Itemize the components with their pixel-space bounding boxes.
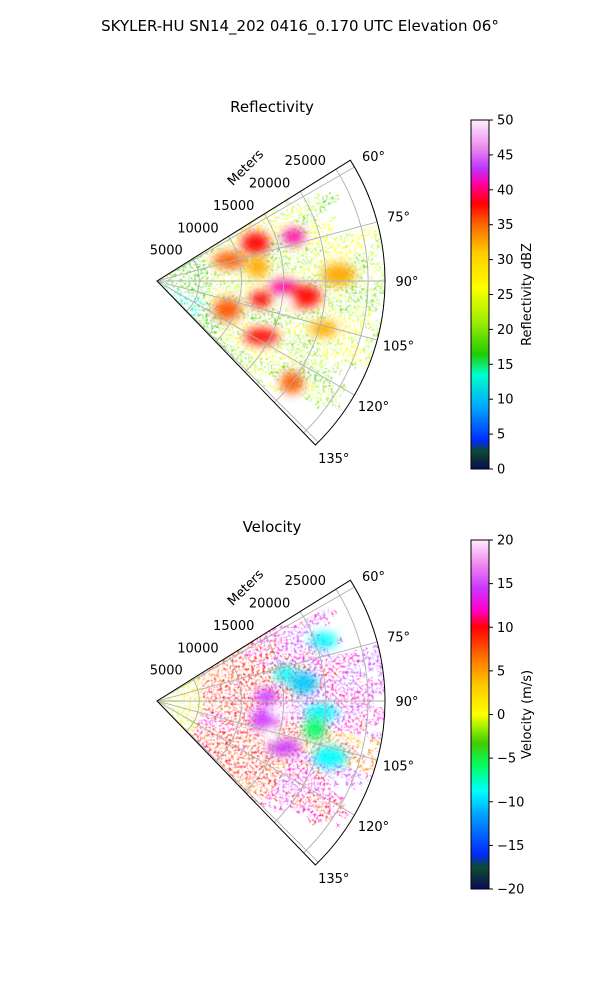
- azimuth-spoke: [156, 700, 355, 816]
- colorbar-label: Reflectivity dBZ: [520, 243, 535, 346]
- azimuth-spoke: [156, 280, 319, 443]
- radar-cell: [213, 252, 248, 269]
- polar-grid: [156, 166, 385, 443]
- colorbar-scale: [470, 539, 490, 890]
- radar-field: [158, 191, 386, 410]
- azimuth-tick-label: 75°: [387, 630, 410, 645]
- colorbar-tick-label: 20: [497, 323, 514, 338]
- radar-cell: [246, 255, 269, 278]
- azimuth-tick-label: 135°: [318, 452, 349, 467]
- colorbar-tick-label: −10: [497, 795, 524, 810]
- range-tick-label: 25000: [285, 574, 326, 589]
- colorbar-tick-label: 25: [497, 288, 514, 303]
- radar-cell: [255, 689, 278, 706]
- radar-cell: [304, 717, 327, 740]
- range-tick-label: 10000: [177, 641, 218, 656]
- figure-title: SKYLER-HU SN14_202 0416_0.170 UTC Elevat…: [101, 17, 499, 36]
- reflectivity-colorbar: 0 5 10 15 20 25 30 35 40 45 50 Reflectivity dBZ: [470, 114, 535, 478]
- azimuth-spoke: [156, 280, 378, 341]
- colorbar-tick-label: 40: [497, 183, 514, 198]
- radar-cell: [304, 704, 339, 721]
- range-ring: [244, 213, 285, 373]
- reflectivity-panel: Reflectivity 60° 75° 90° 105° 120° 135° 5000 10…: [150, 98, 419, 467]
- range-tick-label: 20000: [249, 597, 290, 612]
- range-ring: [303, 588, 369, 854]
- colorbar-label: Velocity (m/s): [520, 670, 535, 759]
- colorbar-tick-label: −20: [497, 883, 524, 898]
- range-tick-label: 25000: [285, 154, 326, 169]
- colorbar-tick-label: 0: [497, 708, 505, 723]
- azimuth-spoke: [156, 641, 378, 702]
- colorbar-tick-label: 30: [497, 253, 514, 268]
- radar-cell: [282, 228, 305, 245]
- colorbar-tick-label: 5: [497, 664, 505, 679]
- azimuth-tick-label: 60°: [362, 150, 385, 165]
- azimuth-spoke: [156, 280, 355, 396]
- range-tick-label: 10000: [177, 221, 218, 236]
- radar-cell: [309, 632, 338, 649]
- azimuth-tick-label: 75°: [387, 210, 410, 225]
- azimuth-tick-label: 60°: [362, 570, 385, 585]
- colorbar-scale: [470, 119, 490, 470]
- colorbar-tick-label: 15: [497, 577, 514, 592]
- velocity-title: Velocity: [243, 518, 302, 536]
- azimuth-tick-label: 90°: [395, 275, 418, 290]
- colorbar-tick-label: 20: [497, 534, 514, 549]
- azimuth-tick-label: 90°: [395, 695, 418, 710]
- range-ring: [244, 633, 285, 793]
- colorbar-tick-label: 10: [497, 393, 514, 408]
- range-tick-label: 20000: [249, 177, 290, 192]
- velocity-colorbar: −20 −15 −10 −5 0 5 10 15 20 Velocity (m/s): [470, 534, 535, 898]
- colorbar-tick-label: 50: [497, 114, 514, 129]
- colorbar-tick-label: 10: [497, 621, 514, 636]
- sector-frame: [156, 159, 386, 446]
- range-ring: [186, 258, 200, 312]
- radar-cell: [249, 291, 272, 308]
- range-ring: [274, 611, 327, 823]
- colorbar-tick-label: −5: [497, 752, 516, 767]
- radar-cell: [289, 671, 318, 694]
- colorbar-tick-label: 0: [497, 463, 505, 478]
- colorbar-tick-label: 35: [497, 218, 514, 233]
- azimuth-spoke: [156, 221, 378, 282]
- range-tick-label: 15000: [213, 619, 254, 634]
- range-ring: [215, 236, 242, 343]
- azimuth-tick-label: 105°: [383, 760, 414, 775]
- colorbar-tick-label: 5: [497, 428, 505, 443]
- range-tick-label: 5000: [150, 664, 183, 679]
- colorbar-tick-label: 45: [497, 148, 514, 163]
- radar-cell: [213, 298, 242, 321]
- azimuth-spoke: [156, 166, 355, 282]
- radar-cell: [266, 739, 301, 756]
- range-tick-label: 15000: [213, 199, 254, 214]
- no-data-gap: [275, 294, 298, 309]
- azimuth-tick-label: 105°: [383, 340, 414, 355]
- range-ring: [274, 191, 327, 403]
- colorbar-tick-label: −15: [497, 839, 524, 854]
- azimuth-tick-label: 135°: [318, 872, 349, 887]
- azimuth-tick-label: 120°: [358, 400, 389, 415]
- velocity-panel: Velocity 60° 75° 90° 105° 120° 135° 5000 10000 1…: [150, 518, 419, 887]
- range-ring: [186, 678, 200, 732]
- radar-cell: [312, 746, 347, 769]
- azimuth-spoke: [156, 700, 378, 761]
- range-ring: [215, 656, 242, 763]
- radar-field: [158, 606, 386, 830]
- radar-cell: [241, 232, 270, 255]
- range-tick-label: 5000: [150, 244, 183, 259]
- radar-cell: [244, 328, 279, 345]
- azimuth-spoke: [156, 586, 355, 702]
- polar-grid: [156, 586, 385, 863]
- colorbar-tick-label: 15: [497, 358, 514, 373]
- radar-cell: [309, 320, 338, 337]
- sector-frame: [156, 579, 386, 866]
- no-data-gap: [267, 704, 290, 719]
- azimuth-tick-label: 120°: [358, 820, 389, 835]
- radar-cell: [321, 263, 356, 286]
- reflectivity-title: Reflectivity: [230, 98, 314, 116]
- range-ring: [303, 168, 369, 434]
- azimuth-spoke: [156, 700, 319, 863]
